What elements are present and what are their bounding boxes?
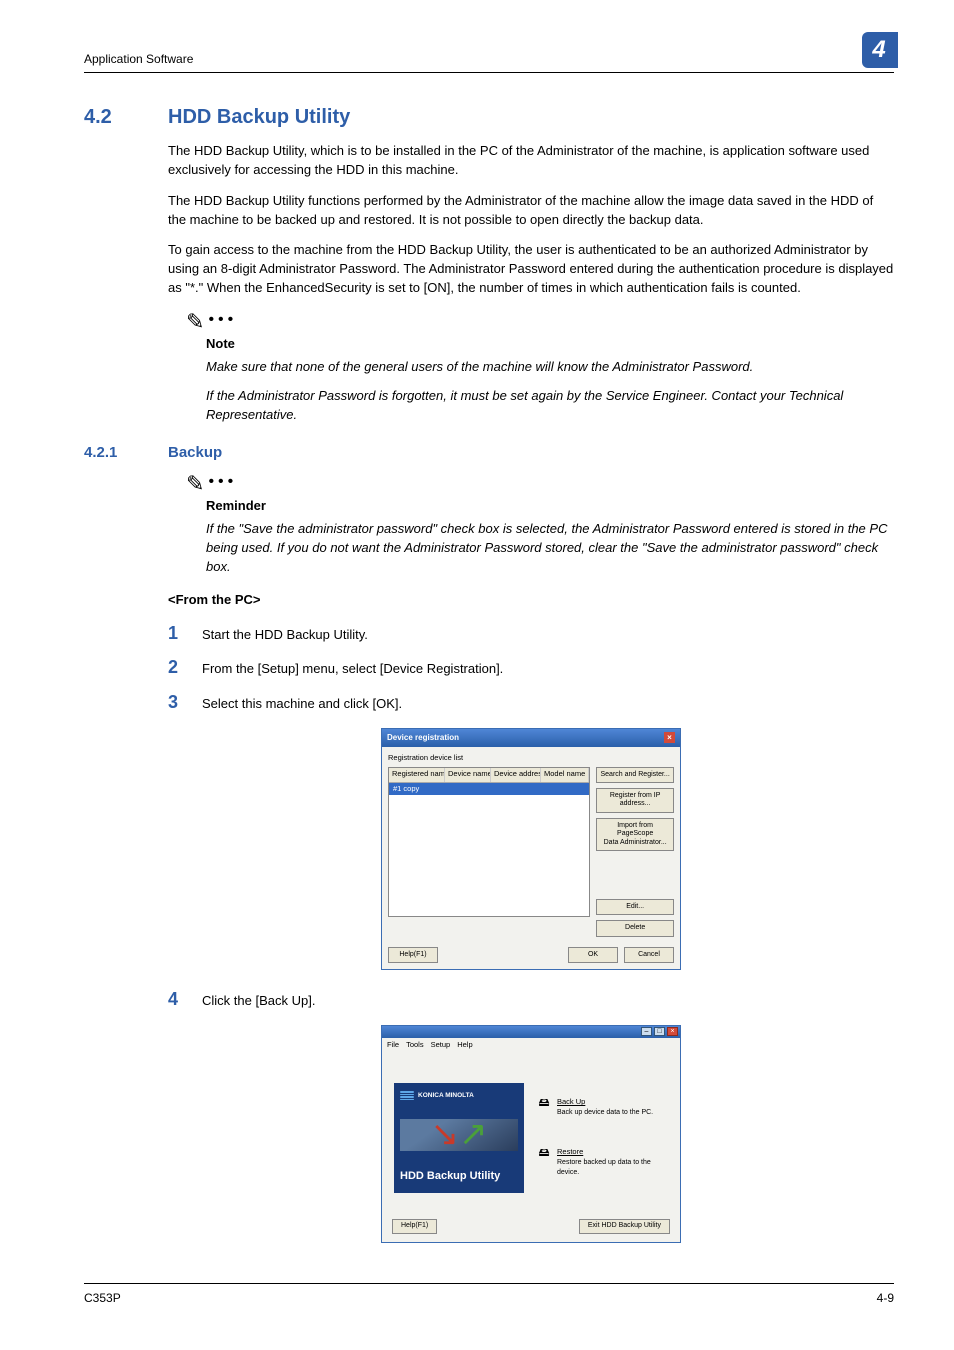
step-number: 2 — [168, 658, 202, 679]
step-text: Select this machine and click [OK]. — [202, 693, 402, 714]
minimize-icon[interactable]: ‒ — [641, 1027, 652, 1036]
close-icon[interactable]: × — [667, 1027, 678, 1036]
reminder-label: Reminder — [206, 497, 894, 516]
pencil-icon: ✎ — [186, 311, 204, 333]
exit-button[interactable]: Exit HDD Backup Utility — [579, 1219, 670, 1234]
restore-icon: 🖴 — [536, 1147, 552, 1161]
register-ip-button[interactable]: Register from IP address... — [596, 788, 674, 813]
col-device-address[interactable]: Device address — [491, 768, 541, 782]
col-registered-name[interactable]: Registered name — [389, 768, 445, 782]
hdd-backup-utility-window: ‒ □ × File Tools Setup Help KONICA MINOL… — [381, 1025, 681, 1243]
delete-button[interactable]: Delete — [596, 920, 674, 936]
chapter-number-badge: 4 — [862, 32, 898, 68]
ok-button[interactable]: OK — [568, 947, 618, 963]
step-text: From the [Setup] menu, select [Device Re… — [202, 658, 503, 679]
section-number: 4.2 — [84, 103, 168, 132]
footer-left: C353P — [84, 1290, 121, 1307]
section-paragraph: The HDD Backup Utility functions perform… — [168, 192, 894, 230]
menu-help[interactable]: Help — [457, 1040, 472, 1051]
backup-title: Back Up — [557, 1097, 585, 1106]
step-number: 1 — [168, 624, 202, 645]
utility-brand-panel: KONICA MINOLTA ↘↗ HDD Backup Utility — [394, 1083, 524, 1193]
step-number: 3 — [168, 693, 202, 714]
backup-desc: Back up device data to the PC. — [557, 1108, 653, 1118]
dialog-title: Device registration — [387, 732, 459, 744]
step-number: 4 — [168, 990, 202, 1011]
device-list[interactable]: Registered name Device name Device addre… — [388, 767, 590, 917]
restore-desc: Restore backed up data to the device. — [557, 1158, 668, 1178]
dots-icon: ••• — [208, 470, 237, 493]
note-label: Note — [206, 335, 894, 354]
section-paragraph: To gain access to the machine from the H… — [168, 241, 894, 298]
backup-icon: 🖴 — [536, 1097, 552, 1111]
note-text: If the Administrator Password is forgott… — [206, 387, 894, 425]
from-pc-heading: <From the PC> — [168, 591, 894, 610]
close-icon[interactable]: × — [664, 732, 675, 743]
col-device-name[interactable]: Device name — [445, 768, 491, 782]
device-registration-dialog: Device registration × Registration devic… — [381, 728, 681, 970]
backup-action[interactable]: 🖴 Back Up Back up device data to the PC. — [536, 1097, 668, 1118]
note-text: Make sure that none of the general users… — [206, 358, 894, 377]
maximize-icon[interactable]: □ — [654, 1027, 665, 1036]
menu-setup[interactable]: Setup — [431, 1040, 451, 1051]
section-title: HDD Backup Utility — [168, 103, 350, 132]
menu-tools[interactable]: Tools — [406, 1040, 424, 1051]
edit-button[interactable]: Edit... — [596, 899, 674, 915]
logo-icon — [400, 1091, 414, 1100]
menu-file[interactable]: File — [387, 1040, 399, 1051]
subsection-title: Backup — [168, 442, 222, 464]
reminder-text: If the "Save the administrator password"… — [206, 520, 894, 577]
pencil-icon: ✎ — [186, 473, 204, 495]
cancel-button[interactable]: Cancel — [624, 947, 674, 963]
search-register-button[interactable]: Search and Register... — [596, 767, 674, 783]
col-model-name[interactable]: Model name — [541, 768, 589, 782]
dots-icon: ••• — [208, 308, 237, 331]
step-text: Click the [Back Up]. — [202, 990, 315, 1011]
footer-right: 4-9 — [877, 1290, 894, 1307]
header-section: Application Software — [84, 51, 193, 68]
subsection-number: 4.2.1 — [84, 442, 168, 464]
import-button[interactable]: Import from PageScope Data Administrator… — [596, 818, 674, 851]
list-label: Registration device list — [388, 753, 674, 764]
brand-name: KONICA MINOLTA — [418, 1091, 474, 1100]
step-text: Start the HDD Backup Utility. — [202, 624, 368, 645]
arrows-graphic: ↘↗ — [400, 1119, 518, 1151]
help-button[interactable]: Help(F1) — [388, 947, 438, 963]
restore-action[interactable]: 🖴 Restore Restore backed up data to the … — [536, 1147, 668, 1178]
section-paragraph: The HDD Backup Utility, which is to be i… — [168, 142, 894, 180]
header-rule — [84, 72, 894, 73]
help-button[interactable]: Help(F1) — [392, 1219, 437, 1234]
restore-title: Restore — [557, 1147, 583, 1156]
list-item-selected[interactable]: #1 copy — [389, 783, 589, 796]
utility-name: HDD Backup Utility — [400, 1169, 518, 1185]
